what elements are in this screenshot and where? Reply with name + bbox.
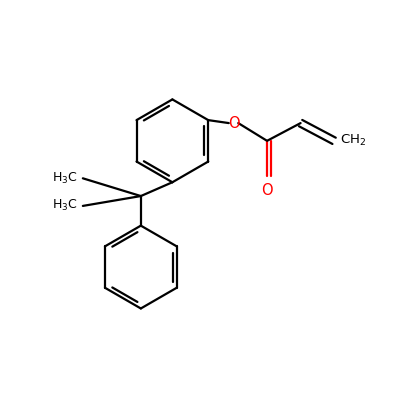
Text: H$_3$C: H$_3$C — [52, 171, 78, 186]
Text: O: O — [228, 116, 239, 130]
Text: H$_3$C: H$_3$C — [52, 198, 78, 214]
Text: CH$_2$: CH$_2$ — [340, 133, 366, 148]
Text: O: O — [261, 184, 273, 198]
